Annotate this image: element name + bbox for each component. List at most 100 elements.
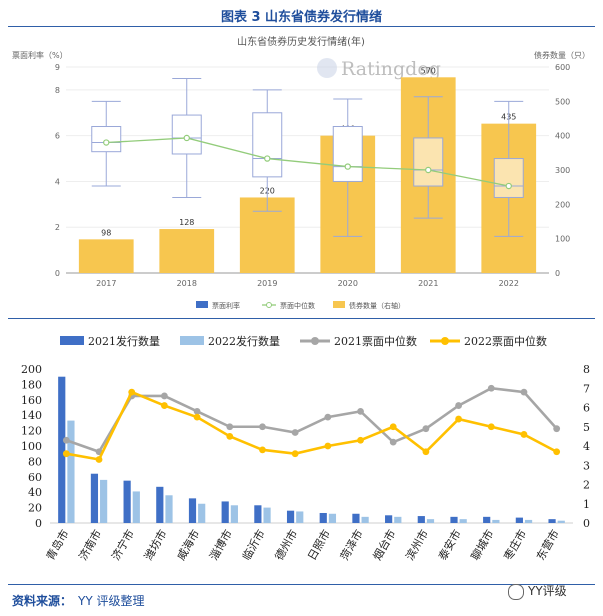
chart-bond-history: 山东省债券历史发行情绪(年) 票面利率（%） 债券数量（只） 0 2 4 6 8 9 0 100 20… [12, 35, 590, 310]
median-point [505, 182, 512, 190]
left-tick-label: 60 [28, 471, 42, 484]
box-iqr [493, 158, 524, 198]
right-tick-label: 0 [583, 517, 590, 530]
median-2021-point [389, 438, 397, 446]
median-2021-point [357, 407, 364, 415]
right-tick-label: 100 [555, 235, 570, 244]
bar-2021 [286, 510, 295, 523]
city-tick-label: 日照市 [304, 527, 333, 563]
legend-label: 票面利率 [212, 301, 240, 310]
city-tick-label: 济南市 [76, 527, 105, 563]
left-tick-label: 0 [55, 269, 60, 278]
median-point [183, 134, 190, 142]
median-2022-point [455, 415, 462, 423]
median-2021-point [226, 423, 234, 431]
bar-2021 [58, 376, 66, 523]
median-2022-point [226, 432, 234, 440]
right-tick-label: 8 [583, 363, 590, 376]
city-tick-label: 烟台市 [370, 527, 399, 563]
rate-boxplot [171, 77, 202, 198]
legend-swatch-median-dot [266, 302, 272, 308]
box-iqr [171, 114, 202, 155]
bar-2022 [557, 520, 565, 523]
median-point [344, 163, 351, 170]
source-value: YY 评级整理 [78, 594, 145, 608]
median-2022-point [95, 456, 103, 463]
rate-boxplot [413, 96, 444, 219]
left-tick-label: 80 [28, 455, 42, 468]
median-point [103, 139, 110, 146]
median-2021-point [553, 425, 561, 433]
legend-swatch-count [333, 301, 345, 308]
bar-2022 [296, 511, 304, 523]
legend-label: 2021票面中位数 [334, 334, 417, 348]
median-2022-point [128, 388, 136, 396]
bar-2021 [483, 516, 491, 523]
median-2021-point [520, 388, 528, 396]
bar-2021 [156, 486, 164, 523]
city-tick-label: 泰安市 [435, 527, 464, 563]
median-2021-point [487, 384, 495, 392]
bar-2021 [548, 519, 556, 523]
bar-2022 [492, 519, 500, 523]
right-tick-label: 7 [583, 382, 590, 395]
left-tick-label: 180 [21, 378, 42, 391]
legend-label: 债券数量（右轴） [349, 301, 405, 310]
city-tick-label: 青岛市 [43, 527, 72, 563]
left-tick-label: 160 [21, 394, 42, 407]
left-tick-label: 8 [55, 86, 60, 95]
bar-2022 [263, 507, 271, 523]
right-tick-label: 5 [583, 421, 590, 434]
city-tick-label: 滨州市 [402, 527, 431, 563]
median-2021-point [62, 436, 70, 444]
city-tick-label: 威海市 [174, 527, 203, 563]
right-axis-title: 债券数量（只） [534, 50, 590, 60]
median-2022-point [553, 448, 561, 456]
median-2021-line [65, 386, 558, 454]
bar-2021 [515, 517, 523, 523]
bar-2021 [385, 515, 393, 523]
bar-2022 [100, 479, 108, 523]
median-2022-point [357, 436, 364, 444]
bar-2021 [123, 480, 131, 523]
box-iqr [413, 137, 444, 187]
left-tick-label: 120 [21, 425, 42, 438]
rate-boxplot [91, 100, 122, 187]
bar-2021 [319, 512, 327, 523]
median-2022-line [66, 390, 558, 461]
median-2021-point [422, 425, 430, 433]
bar-2022 [361, 516, 369, 523]
bar-2022 [426, 519, 435, 523]
chart-city-issuance: 2021发行数量 2022发行数量 2021票面中位数 2022票面中位数020406… [21, 334, 590, 563]
watermark-text: Ratingdog [341, 58, 441, 80]
city-tick-label: 聊城市 [468, 527, 497, 563]
median-point [264, 155, 271, 162]
median-2022-point [389, 423, 397, 431]
x-tick-label: 2021 [418, 279, 438, 288]
bond-count-label: 98 [101, 228, 111, 237]
median-2022-point [291, 450, 299, 458]
source-note: 资料来源： YY 评级整理 [12, 592, 145, 609]
box-iqr [332, 126, 363, 182]
median-2022-point [422, 448, 430, 456]
bar-2021 [221, 501, 229, 523]
x-tick-label: 2017 [96, 279, 116, 288]
bar-2022 [524, 519, 533, 523]
section-rule [8, 318, 595, 319]
bond-count-bar [159, 229, 215, 273]
x-tick-label: 2022 [499, 279, 519, 288]
bond-count-label: 128 [179, 218, 194, 227]
rate-boxplot [252, 89, 283, 212]
city-tick-label: 临沂市 [239, 527, 268, 563]
legend-label: 2021发行数量 [88, 334, 160, 348]
left-tick-label: 4 [55, 177, 60, 186]
bar-2022 [67, 420, 75, 523]
wechat-badge: YY评级 [508, 582, 567, 600]
median-2022-point [259, 446, 266, 454]
box-iqr [91, 126, 122, 153]
legend-label: 票面中位数 [280, 301, 315, 310]
bar-2022 [132, 491, 140, 523]
right-tick-label: 400 [555, 132, 570, 141]
x-tick-label: 2020 [338, 279, 358, 288]
legend-label: 2022票面中位数 [464, 334, 547, 348]
